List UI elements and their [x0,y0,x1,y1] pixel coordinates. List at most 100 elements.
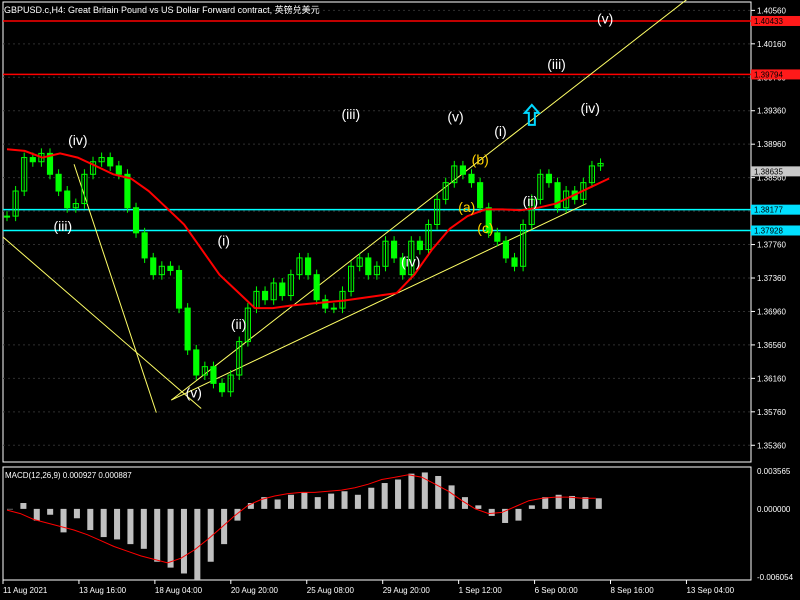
wave-label: (iii) [54,218,73,234]
candle-body [46,152,54,175]
candle-body [124,173,131,209]
candle-body [425,223,432,251]
macd-panel-frame [2,466,752,581]
wave-label: (i) [217,232,229,248]
candle-body [3,215,11,218]
wave-label: (b) [472,151,489,167]
wave-label: (ii) [231,316,247,332]
candle-body [356,257,363,267]
time-tick-label: 13 Aug 16:00 [79,586,127,595]
candle-body [528,198,535,225]
macd-histogram-bar [595,498,602,509]
macd-histogram-bar [301,492,308,509]
wave-label: (iv) [580,100,599,116]
macd-histogram-bar [20,503,27,509]
candle-body [296,257,303,276]
wave-labels: (iv) (iii) (v) (i) (ii) (iii) (iv) (v) (i) (b) (a)… [54,11,614,401]
candle-body [279,282,286,297]
candle-body [244,307,251,343]
wave-label: (a) [458,199,475,215]
candle-body [89,161,97,175]
candle-body [537,173,544,200]
price-tick-label: 1.38960 [757,140,786,149]
macd-histogram-bar [475,505,482,509]
macd-histogram-bar [234,508,241,521]
time-tick-label: 1 Sep 12:00 [459,586,503,595]
candle-body [167,265,174,271]
price-tick-label: 1.36160 [757,374,786,383]
candle-body [313,274,320,301]
macd-histogram-bar [87,508,94,531]
price-tick-label: 1.35360 [757,441,786,450]
candle-body [520,223,527,267]
macd-histogram-bar [207,508,214,562]
candle-body [227,374,234,393]
macd-histogram-bar [100,508,107,538]
candle-body [459,165,466,175]
macd-tick-label: -0.006054 [757,573,794,582]
price-tick-label: 1.38560 [757,174,786,183]
trend-line [2,236,202,409]
macd-signal-line [6,474,596,564]
candle-body [81,173,88,205]
price-tick-label: 1.40160 [757,40,786,49]
candle-body [545,173,553,184]
macd-histogram-bar [180,508,187,574]
macd-histogram-bar [33,508,40,521]
candle-body [511,257,518,267]
macd-histogram-bar [60,508,67,533]
candle-body [477,182,484,209]
candle-body [184,307,191,351]
candle-body [64,190,71,209]
time-tick-label: 20 Aug 20:00 [231,586,279,595]
time-tick-label: 29 Aug 20:00 [383,586,431,595]
candle-body [391,240,398,259]
wave-label: (v) [597,11,613,27]
time-tick-label: 8 Sep 16:00 [611,586,655,595]
candle-body [270,282,277,301]
macd-histogram-bar [114,508,121,540]
candle-body [304,257,312,276]
time-tick-label: 11 Aug 2021 [3,586,48,595]
candle-body [502,240,509,259]
wave-label: (v) [186,385,202,401]
macd-histogram-bar [274,499,281,509]
candle-body [399,257,406,276]
candle-body [373,265,380,276]
level-price-label: 1.40433 [754,17,783,26]
candle-body [485,207,492,234]
macd-label: MACD(12,26,9) 0.000927 0.000887 [5,471,132,480]
wave-label: (c) [477,220,493,236]
up-arrow-icon [522,103,542,126]
macd-histogram-bar [127,508,134,545]
macd-histogram-bar [502,508,509,523]
candle-body [416,240,423,251]
level-price-tag [751,225,800,236]
price-tick-label: 1.36560 [757,341,786,350]
wave-label: (iii) [547,56,566,72]
candle-body [218,382,226,393]
level-price-label: 1.39794 [754,70,783,79]
macd-histogram-bar [435,475,442,509]
time-axis: 11 Aug 2021 13 Aug 16:00 18 Aug 04:00 20 Au… [2,580,735,595]
macd-histogram-bar [261,497,268,509]
candle-body [29,157,36,163]
macd-histogram-bar [381,483,388,509]
level-price-tag [751,15,800,26]
macd-histogram-bar [287,494,295,509]
macd-histogram-bar [488,508,495,516]
macd-histogram-bar [408,473,415,509]
macd-histogram-bar [515,508,522,521]
price-tick-label: 1.36960 [757,307,786,316]
candle-body [468,173,475,184]
candle-body [132,207,140,234]
macd-tick-label: 0.000000 [757,505,791,514]
ma-line [6,148,610,310]
price-tick-label: 1.37760 [757,241,786,250]
trend-lines [2,0,687,413]
macd-histogram-bar [555,494,562,509]
macd-histogram-bar [167,508,174,568]
macd-histogram-bar [395,479,402,509]
price-tick-label: 1.35760 [757,408,786,417]
